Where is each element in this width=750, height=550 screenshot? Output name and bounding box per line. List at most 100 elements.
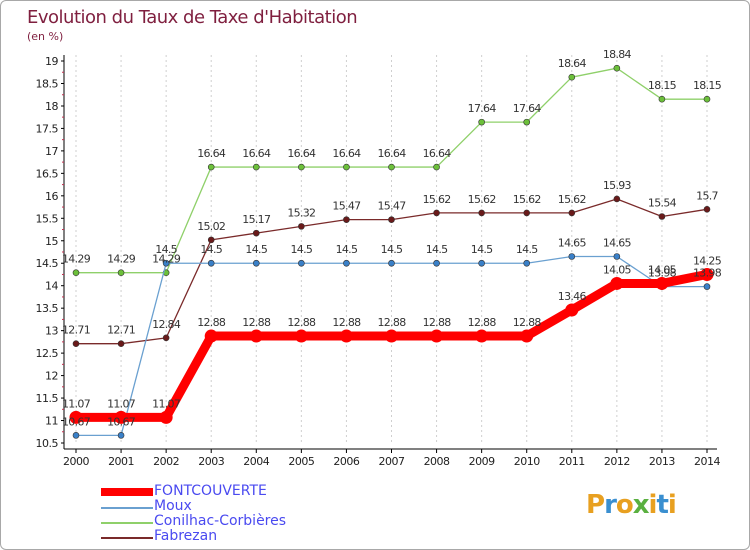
data-label-fabrezan-2001: 12.71 <box>107 324 135 337</box>
point-conilhac-corbi-res-2004 <box>252 163 260 171</box>
data-label-moux-2000: 10.67 <box>62 415 91 428</box>
x-tick-label: 2000 <box>63 455 89 468</box>
data-label-conilhac-corbi-res-2009: 17.64 <box>468 102 497 115</box>
data-label-moux-2009: 14.5 <box>471 243 493 256</box>
y-tick-label: 15.5 <box>36 212 59 225</box>
y-tick-label: 16 <box>45 190 58 203</box>
data-label-fabrezan-2006: 15.47 <box>332 200 361 213</box>
point-conilhac-corbi-res-2005 <box>298 163 305 171</box>
chart-title: Evolution du Taux de Taxe d'Habitation <box>27 7 358 28</box>
point-conilhac-corbi-res-2003 <box>207 163 215 171</box>
point-moux-2012 <box>613 253 621 260</box>
legend-item-moux: Moux <box>101 498 361 515</box>
y-tick-label: 11.5 <box>36 392 59 405</box>
logo-letter: x <box>632 490 650 520</box>
x-tick-label: 2011 <box>559 455 585 468</box>
data-label-fabrezan-2013: 15.54 <box>648 196 677 209</box>
point-moux-2008 <box>433 259 440 267</box>
data-label-fontcouverte-2006: 12.88 <box>332 316 361 329</box>
point-fabrezan-2014 <box>703 206 711 213</box>
point-fontcouverte-2001 <box>114 410 128 424</box>
data-label-moux-2012: 14.65 <box>603 236 632 249</box>
y-tick-label: 14.5 <box>36 257 59 270</box>
data-label-moux-2008: 14.5 <box>426 243 448 256</box>
data-label-fontcouverte-2003: 12.88 <box>197 316 226 329</box>
legend-item-conilhac: Conilhac-Corbières <box>101 513 361 530</box>
y-tick-label: 12 <box>45 370 58 383</box>
data-label-conilhac-corbi-res-2007: 16.64 <box>378 147 407 160</box>
data-label-conilhac-corbi-res-2001: 14.29 <box>107 253 136 266</box>
data-label-moux-2001: 10.67 <box>107 415 136 428</box>
y-tick-label: 12.5 <box>36 347 59 360</box>
point-moux-2010 <box>523 259 531 267</box>
point-conilhac-corbi-res-2010 <box>523 118 531 126</box>
point-fabrezan-2001 <box>117 340 125 347</box>
logo-letter: i <box>667 490 677 520</box>
point-conilhac-corbi-res-2011 <box>568 73 576 81</box>
data-label-conilhac-corbi-res-2003: 16.64 <box>197 147 226 160</box>
point-fontcouverte-2005 <box>294 329 308 343</box>
point-fabrezan-2009 <box>478 209 485 217</box>
point-conilhac-corbi-res-2000 <box>72 269 80 276</box>
point-fabrezan-2011 <box>568 209 576 217</box>
data-label-fontcouverte-2005: 12.88 <box>287 316 316 329</box>
logo-letter: o <box>615 490 634 520</box>
data-label-conilhac-corbi-res-2010: 17.64 <box>513 102 542 115</box>
point-moux-2009 <box>478 259 485 267</box>
point-moux-2001 <box>117 432 125 439</box>
point-fabrezan-2007 <box>388 216 395 223</box>
data-label-moux-2003: 14.5 <box>200 243 222 256</box>
data-label-conilhac-corbi-res-2012: 18.84 <box>603 48 632 61</box>
data-label-conilhac-corbi-res-2004: 16.64 <box>242 147 271 160</box>
y-tick-label: 17.5 <box>36 122 59 135</box>
x-tick-label: 2008 <box>424 455 450 468</box>
y-tick-label: 19 <box>45 55 58 68</box>
legend-label-conilhac: Conilhac-Corbières <box>154 513 287 529</box>
data-label-conilhac-corbi-res-2002: 14.29 <box>152 253 181 266</box>
y-tick-label: 11 <box>45 415 58 428</box>
data-label-moux-2013: 13.98 <box>648 267 677 280</box>
point-moux-2003 <box>207 259 215 267</box>
point-fabrezan-2005 <box>298 223 305 230</box>
data-label-moux-2005: 14.5 <box>291 243 313 256</box>
data-label-conilhac-corbi-res-2011: 18.64 <box>558 57 587 70</box>
line-chart: 10.5 11 11.5 12 12.5 13 13.5 14 14.5 15 15.5 16 16.5… <box>36 48 723 468</box>
point-fabrezan-2000 <box>72 340 80 347</box>
point-conilhac-corbi-res-2001 <box>117 269 125 276</box>
point-moux-2005 <box>298 259 305 267</box>
data-label-fontcouverte-2007: 12.88 <box>378 316 407 329</box>
data-label-moux-2004: 14.5 <box>245 243 267 256</box>
x-tick-label: 2005 <box>288 455 314 468</box>
legend-swatch-moux <box>101 507 153 509</box>
y-tick-label: 13 <box>45 325 58 338</box>
data-label-conilhac-corbi-res-2008: 16.64 <box>423 147 452 160</box>
data-label-fontcouverte-2009: 12.88 <box>468 316 497 329</box>
point-fontcouverte-2004 <box>249 329 263 343</box>
point-fontcouverte-2011 <box>565 303 579 317</box>
data-label-fontcouverte-2014: 14.25 <box>693 254 722 267</box>
data-label-fontcouverte-2000: 11.07 <box>62 397 91 410</box>
x-tick-label: 2004 <box>243 455 269 468</box>
x-tick-label: 2006 <box>333 455 359 468</box>
legend-swatch-conilhac <box>101 522 153 524</box>
point-fontcouverte-2009 <box>475 329 489 343</box>
x-tick-label: 2013 <box>649 455 675 468</box>
point-fontcouverte-2010 <box>520 329 534 343</box>
logo-letter: r <box>604 490 617 520</box>
point-fabrezan-2013 <box>658 213 666 220</box>
x-tick-label: 2012 <box>604 455 630 468</box>
data-label-fabrezan-2000: 12.71 <box>62 324 90 337</box>
legend-item-fabrezan: Fabrezan <box>101 528 361 545</box>
x-tick-label: 2007 <box>379 455 405 468</box>
y-tick-label: 10.5 <box>36 437 59 450</box>
legend-label-moux: Moux <box>154 498 192 514</box>
point-fabrezan-2006 <box>343 216 350 223</box>
data-label-fontcouverte-2004: 12.88 <box>242 316 271 329</box>
point-fabrezan-2008 <box>433 209 440 217</box>
logo-letter: P <box>586 490 605 520</box>
point-moux-2006 <box>343 259 350 267</box>
data-label-fabrezan-2011: 15.62 <box>558 193 586 206</box>
legend: FONTCOUVERTE Moux Conilhac-Corbières Fab… <box>101 483 361 545</box>
point-conilhac-corbi-res-2006 <box>343 163 350 171</box>
